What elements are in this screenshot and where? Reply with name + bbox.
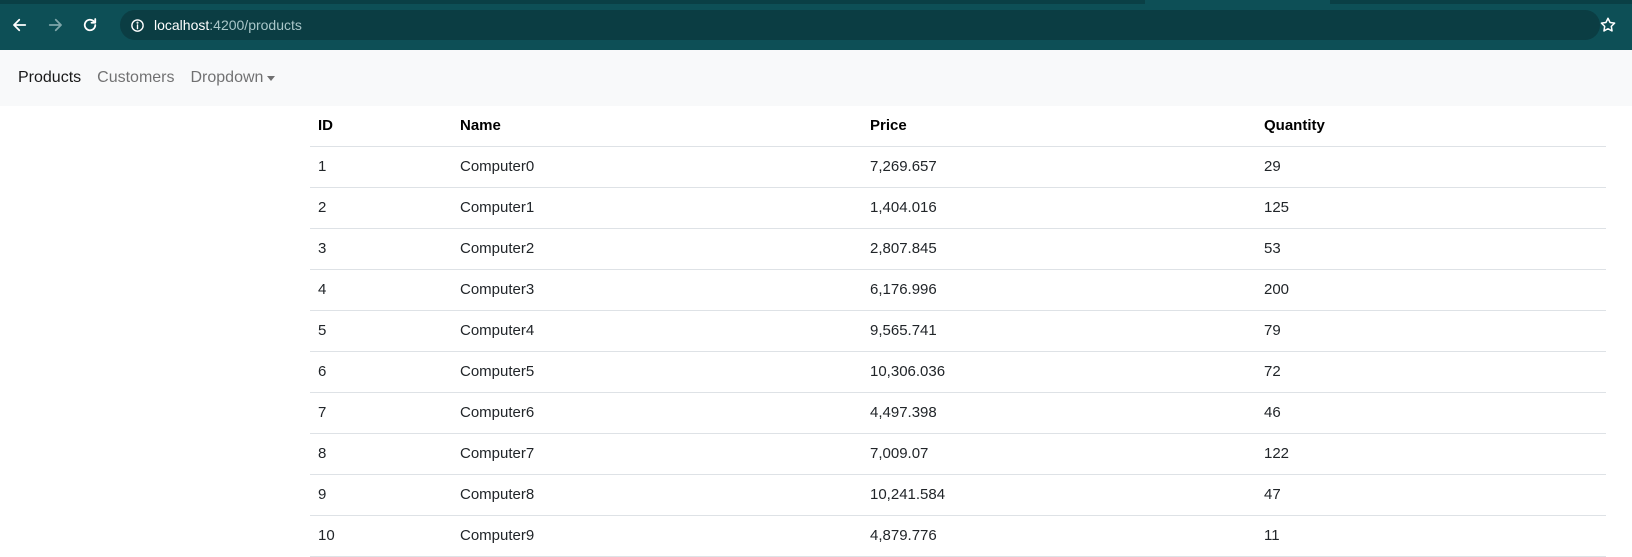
nav-item-dropdown[interactable]: Dropdown [191, 69, 276, 87]
cell-name: Computer6 [452, 392, 862, 434]
column-header-quantity: Quantity [1256, 106, 1606, 147]
cell-id: 1 [310, 146, 452, 188]
table-row: 6 Computer5 10,306.036 72 [310, 351, 1606, 393]
cell-quantity: 53 [1256, 228, 1606, 270]
cell-id: 10 [310, 515, 452, 557]
url-path: :4200/products [209, 17, 302, 33]
cell-name: Computer5 [452, 351, 862, 393]
back-button[interactable] [8, 13, 32, 37]
cell-id: 5 [310, 310, 452, 352]
cell-name: Computer7 [452, 433, 862, 475]
cell-price: 2,807.845 [862, 228, 1256, 270]
table-row: 5 Computer4 9,565.741 79 [310, 310, 1606, 352]
table-row: 8 Computer7 7,009.07 122 [310, 433, 1606, 475]
cell-id: 9 [310, 474, 452, 516]
cell-price: 9,565.741 [862, 310, 1256, 352]
cell-id: 8 [310, 433, 452, 475]
cell-name: Computer4 [452, 310, 862, 352]
cell-name: Computer9 [452, 515, 862, 557]
reload-button[interactable] [78, 13, 102, 37]
table-row: 1 Computer0 7,269.657 29 [310, 146, 1606, 188]
cell-quantity: 46 [1256, 392, 1606, 434]
cell-price: 1,404.016 [862, 187, 1256, 229]
active-tab-indicator [1145, 0, 1330, 4]
cell-price: 10,306.036 [862, 351, 1256, 393]
app-navbar: Products Customers Dropdown [0, 50, 1632, 106]
arrow-right-icon [48, 18, 62, 32]
cell-id: 6 [310, 351, 452, 393]
bookmark-button[interactable] [1596, 13, 1620, 37]
cell-quantity: 122 [1256, 433, 1606, 475]
cell-quantity: 200 [1256, 269, 1606, 311]
table-row: 10 Computer9 4,879.776 11 [310, 515, 1606, 557]
cell-id: 4 [310, 269, 452, 311]
cell-quantity: 125 [1256, 187, 1606, 229]
reload-icon [83, 18, 97, 32]
cell-quantity: 79 [1256, 310, 1606, 352]
url-text[interactable]: localhost:4200/products [154, 17, 302, 33]
nav-item-products[interactable]: Products [18, 69, 82, 86]
site-info-button[interactable] [122, 10, 152, 40]
cell-name: Computer1 [452, 187, 862, 229]
products-table-container: ID Name Price Quantity 1 Computer0 7,269… [310, 106, 1606, 557]
info-icon [130, 18, 144, 32]
table-row: 4 Computer3 6,176.996 200 [310, 269, 1606, 311]
table-row: 7 Computer6 4,497.398 46 [310, 392, 1606, 434]
table-row: 9 Computer8 10,241.584 47 [310, 474, 1606, 516]
cell-quantity: 29 [1256, 146, 1606, 188]
cell-name: Computer0 [452, 146, 862, 188]
cell-id: 3 [310, 228, 452, 270]
browser-toolbar: localhost:4200/products [0, 0, 1632, 50]
cell-price: 6,176.996 [862, 269, 1256, 311]
cell-id: 2 [310, 187, 452, 229]
cell-quantity: 11 [1256, 515, 1606, 557]
column-header-price: Price [862, 106, 1256, 147]
caret-down-icon [267, 75, 276, 81]
column-header-name: Name [452, 106, 862, 147]
arrow-left-icon [13, 18, 27, 32]
products-table: ID Name Price Quantity 1 Computer0 7,269… [310, 106, 1606, 557]
cell-quantity: 47 [1256, 474, 1606, 516]
nav-item-customers[interactable]: Customers [97, 69, 175, 86]
cell-quantity: 72 [1256, 351, 1606, 393]
cell-name: Computer8 [452, 474, 862, 516]
dropdown-label: Dropdown [190, 69, 264, 86]
star-icon [1600, 17, 1616, 32]
cell-id: 7 [310, 392, 452, 434]
cell-price: 4,879.776 [862, 515, 1256, 557]
cell-price: 7,009.07 [862, 433, 1256, 475]
tab-strip [0, 0, 1632, 4]
cell-price: 10,241.584 [862, 474, 1256, 516]
cell-name: Computer3 [452, 269, 862, 311]
cell-price: 7,269.657 [862, 146, 1256, 188]
address-bar[interactable]: localhost:4200/products [120, 10, 1600, 40]
url-host: localhost [154, 17, 210, 33]
table-row: 2 Computer1 1,404.016 125 [310, 187, 1606, 229]
table-header-row: ID Name Price Quantity [310, 106, 1606, 147]
forward-button[interactable] [43, 13, 67, 37]
cell-price: 4,497.398 [862, 392, 1256, 434]
column-header-id: ID [310, 106, 452, 147]
cell-name: Computer2 [452, 228, 862, 270]
table-row: 3 Computer2 2,807.845 53 [310, 228, 1606, 270]
